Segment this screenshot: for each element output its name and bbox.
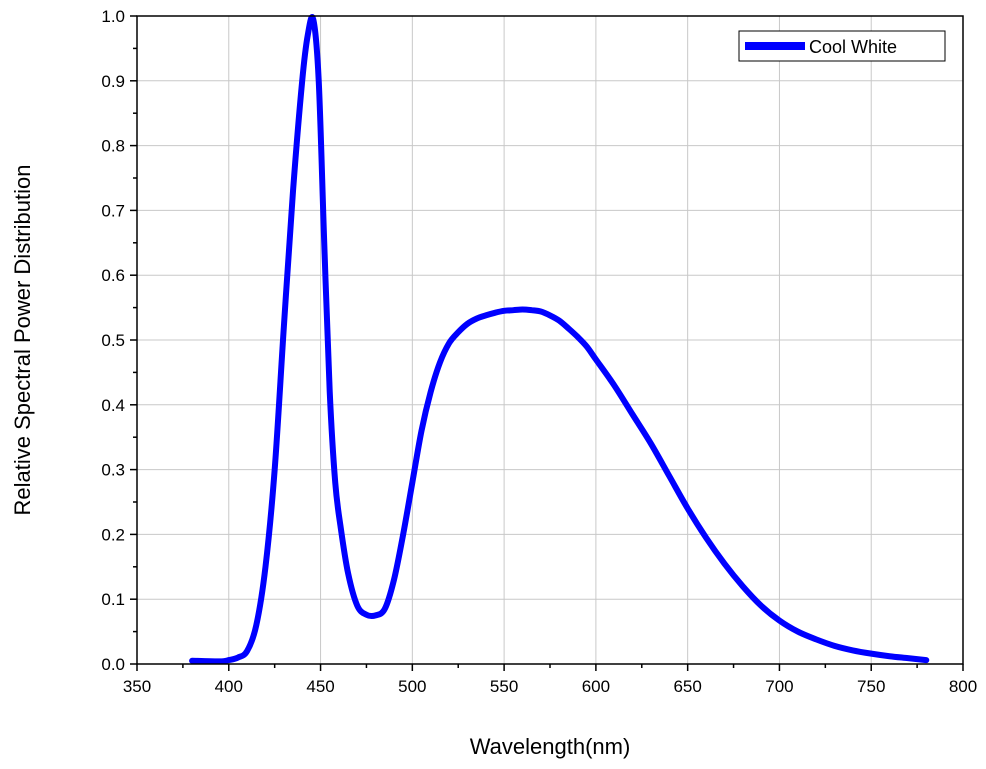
x-tick-label: 500 (398, 677, 426, 696)
x-tick-label: 550 (490, 677, 518, 696)
y-tick-label: 0.2 (101, 525, 125, 544)
y-tick-label: 0.7 (101, 201, 125, 220)
legend-label-cool-white: Cool White (809, 37, 897, 57)
y-tick-label: 0.4 (101, 396, 125, 415)
series-layer (189, 14, 930, 665)
series-line-cool-white (189, 14, 930, 665)
axis-ticks (130, 15, 964, 671)
y-tick-label: 0.3 (101, 461, 125, 480)
y-tick-label: 0.8 (101, 137, 125, 156)
y-tick-label: 0.5 (101, 331, 125, 350)
y-tick-label: 0.0 (101, 655, 125, 674)
grid (137, 16, 963, 664)
x-tick-label: 750 (857, 677, 885, 696)
y-tick-label: 0.9 (101, 72, 125, 91)
x-tick-label: 600 (582, 677, 610, 696)
y-axis-title: Relative Spectral Power Distribution (10, 165, 35, 516)
y-tick-label: 0.6 (101, 266, 125, 285)
x-axis-title: Wavelength(nm) (470, 734, 631, 759)
legend: Cool White (738, 30, 946, 62)
x-tick-label: 350 (123, 677, 151, 696)
x-tick-label: 650 (673, 677, 701, 696)
x-tick-label: 800 (949, 677, 977, 696)
tick-labels: 350 400 450 500 550 600 650 700 750 800 0.0 0.1 0.2 0… (101, 7, 977, 696)
x-tick-label: 450 (306, 677, 334, 696)
y-tick-label: 1.0 (101, 7, 125, 26)
y-tick-label: 0.1 (101, 590, 125, 609)
x-tick-label: 400 (215, 677, 243, 696)
x-tick-label: 700 (765, 677, 793, 696)
